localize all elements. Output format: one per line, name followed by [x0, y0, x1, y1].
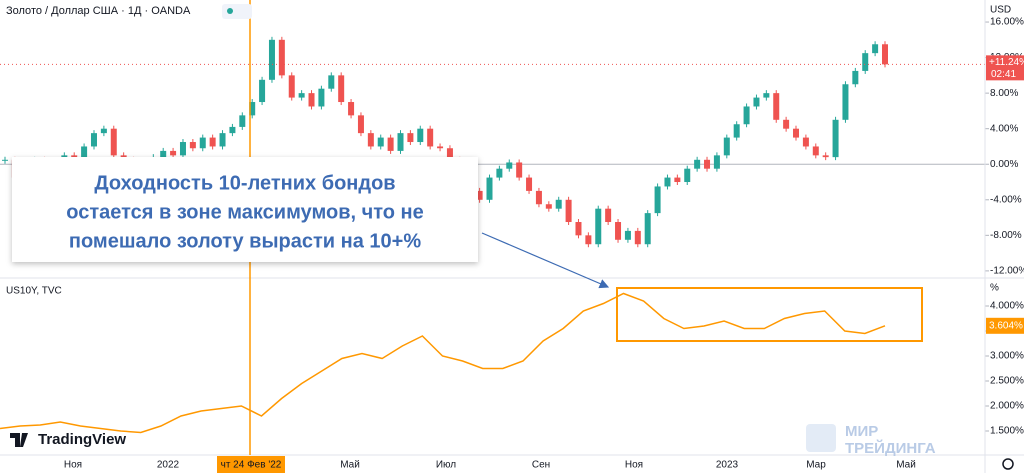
y-tick-label: -8.00% — [990, 230, 1022, 241]
y-tick-label: 8.00% — [990, 88, 1018, 99]
x-tick-label: 2023 — [716, 460, 739, 471]
y-tick-label: 4.000% — [990, 301, 1024, 312]
x-tick-label: Ноя — [625, 460, 643, 471]
y-tick-label: 2.000% — [990, 401, 1024, 412]
watermark: МИР — [845, 423, 878, 440]
y-tick-label: 2.500% — [990, 376, 1024, 387]
watermark: ТРЕЙДИНГА — [845, 439, 936, 457]
x-tick-label: Май — [340, 460, 360, 471]
countdown: 02:41 — [991, 69, 1016, 80]
axis-unit: % — [990, 283, 999, 294]
price-label: 3.604% — [989, 320, 1023, 331]
x-tick-label: Мар — [806, 460, 826, 471]
y-tick-label: -4.00% — [990, 194, 1022, 205]
y-tick-label: 0.00% — [990, 159, 1018, 170]
y-tick-label: 3.000% — [990, 351, 1024, 362]
annotation-text: Доходность 10-летних бондов — [94, 172, 395, 194]
y-tick-label: 16.00% — [990, 17, 1024, 28]
x-tick-label: Сен — [532, 460, 550, 471]
highlight-box — [616, 287, 923, 342]
currency: USD — [990, 5, 1011, 16]
y-tick-label: 4.00% — [990, 123, 1018, 134]
logo-text: TradingView — [38, 431, 126, 448]
series-title: US10Y, TVC — [6, 286, 62, 297]
y-tick-label: -12.00% — [990, 266, 1024, 277]
logo-icon — [10, 433, 28, 447]
x-tick-label: 2022 — [157, 460, 180, 471]
annotation-box — [12, 157, 478, 262]
watermark-icon — [806, 424, 836, 452]
annotation-arrow — [481, 232, 610, 289]
x-tick-label: Май — [896, 460, 916, 471]
settings-icon[interactable] — [1002, 458, 1014, 470]
price-label: +11.24% — [989, 57, 1024, 68]
annotation-text: остается в зоне максимумов, что не — [66, 201, 424, 223]
y-tick-label: 1.500% — [990, 426, 1024, 437]
x-tick-label: Июл — [436, 460, 456, 471]
status-icons — [222, 4, 252, 19]
crosshair-label: чт 24 Фев '22 — [221, 460, 282, 471]
annotation-text: помешало золоту вырасти на 10+% — [69, 230, 421, 252]
price-label-bg — [986, 317, 1024, 334]
status-dot — [227, 8, 233, 14]
symbol-title: Золото / Доллар США · 1Д · OANDA — [6, 5, 191, 17]
yield-line — [0, 292, 886, 434]
price-label-bg — [986, 55, 1024, 81]
x-tick-label: Ноя — [64, 460, 82, 471]
crosshair-label-bg — [217, 456, 285, 473]
